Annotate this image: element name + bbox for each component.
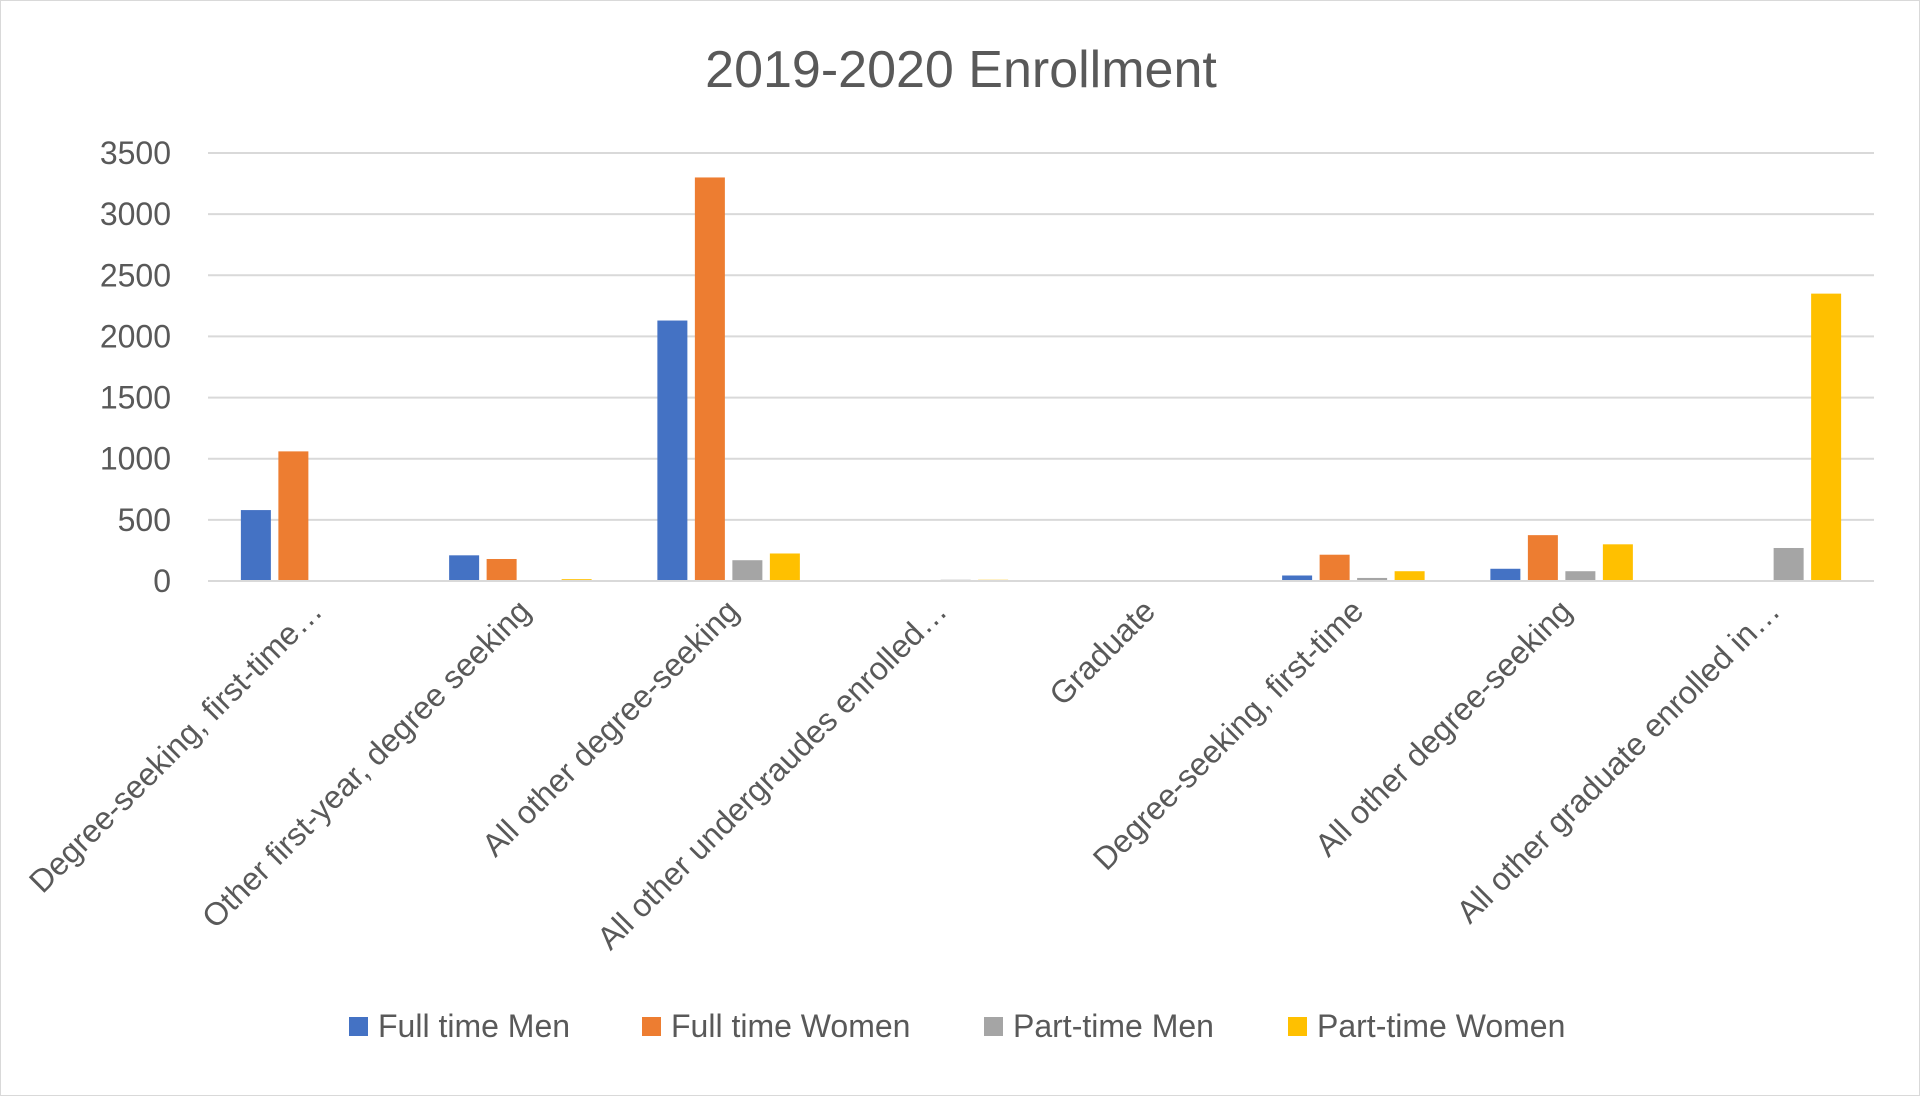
bar — [1603, 544, 1633, 580]
y-tick-label: 1500 — [100, 380, 171, 416]
bar — [1490, 569, 1520, 580]
legend-swatch — [349, 1017, 368, 1036]
bar — [241, 510, 271, 580]
bar — [1357, 578, 1387, 580]
legend-swatch — [642, 1017, 661, 1036]
legend-label: Full time Women — [671, 1008, 910, 1044]
bar — [1565, 571, 1595, 580]
x-category-label: Other first-year, degree seeking — [195, 592, 537, 934]
legend-label: Full time Men — [378, 1008, 570, 1044]
bar — [1774, 548, 1804, 580]
y-tick-label: 0 — [153, 563, 171, 599]
bar — [487, 559, 517, 580]
x-category-label: All other undergraudes enrolled… — [590, 592, 954, 956]
legend-swatch — [984, 1017, 1003, 1036]
x-axis-categories: Degree-seeking, first-time…Other first-y… — [22, 592, 1787, 956]
bar — [449, 555, 479, 580]
x-category-label: Graduate — [1042, 592, 1162, 712]
y-tick-label: 500 — [118, 502, 171, 538]
y-tick-label: 2500 — [100, 257, 171, 293]
chart-title: 2019-2020 Enrollment — [705, 41, 1217, 99]
x-category-label: All other graduate enrolled in… — [1449, 592, 1786, 929]
bar — [1320, 555, 1350, 580]
y-tick-label: 2000 — [100, 318, 171, 354]
bar — [1395, 571, 1425, 580]
bar — [770, 553, 800, 580]
y-tick-label: 3500 — [100, 135, 171, 171]
legend-swatch — [1288, 1017, 1307, 1036]
legend-label: Part-time Men — [1013, 1008, 1214, 1044]
legend: Full time Men Full time Women Part-time Me… — [349, 1008, 1565, 1044]
bar — [1528, 535, 1558, 580]
bar — [1811, 294, 1841, 580]
bar — [657, 321, 687, 580]
y-tick-label: 1000 — [100, 441, 171, 477]
legend-label: Part-time Women — [1317, 1008, 1565, 1044]
bar — [562, 579, 592, 580]
gridlines — [208, 153, 1874, 581]
bar — [695, 177, 725, 580]
bar — [1282, 575, 1312, 580]
y-tick-label: 3000 — [100, 196, 171, 232]
bar — [732, 560, 762, 580]
y-axis-ticks: 0 500 1000 1500 2000 2500 3000 3500 — [100, 135, 171, 599]
bar — [278, 451, 308, 580]
